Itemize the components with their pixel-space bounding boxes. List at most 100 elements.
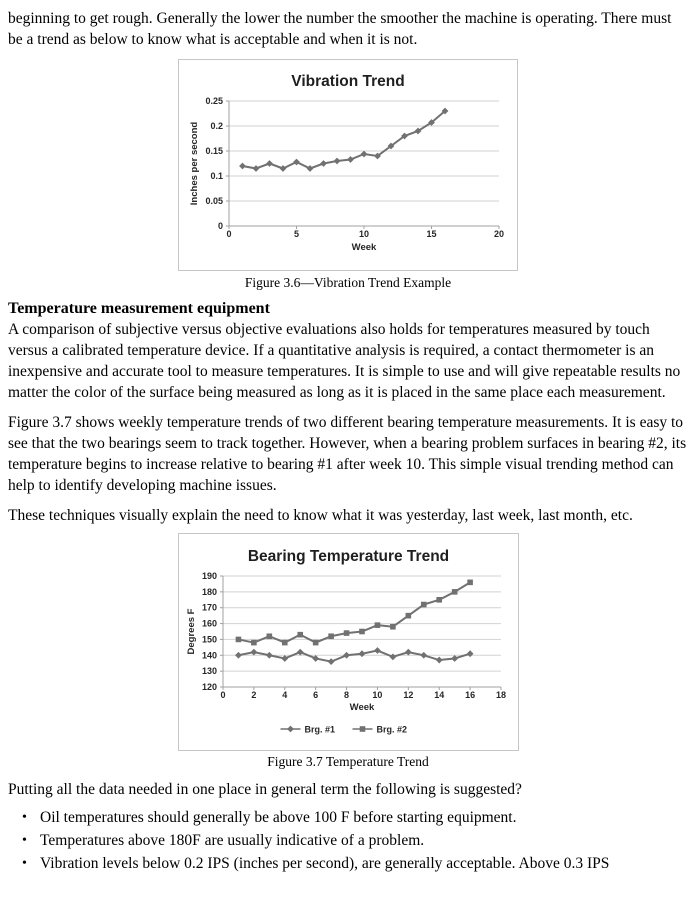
y-tick-label: 170 <box>201 603 216 613</box>
x-tick-label: 5 <box>294 229 299 239</box>
diamond-marker <box>333 157 341 165</box>
y-axis-title: Inches per second <box>189 122 200 206</box>
x-tick-label: 20 <box>494 229 504 239</box>
diamond-marker <box>286 725 294 733</box>
x-tick-label: 0 <box>226 229 231 239</box>
diamond-marker <box>234 651 242 659</box>
x-tick-label: 4 <box>282 690 287 700</box>
y-tick-label: 190 <box>201 571 216 581</box>
y-axis-title: Degrees F <box>186 608 197 654</box>
x-tick-label: 16 <box>465 690 475 700</box>
series-line-1 <box>237 581 471 644</box>
list-item: Oil temperatures should generally be abo… <box>8 806 688 829</box>
intro-paragraph: beginning to get rough. Generally the lo… <box>8 10 672 48</box>
temperature-section-heading: Temperature measurement equipment <box>8 300 270 317</box>
diamond-marker <box>373 647 381 654</box>
square-marker <box>235 636 241 643</box>
diamond-marker <box>266 160 273 167</box>
diamond-marker <box>279 165 287 172</box>
y-tick-label: 140 <box>201 650 216 660</box>
y-tick-label: 0.15 <box>205 146 223 156</box>
square-marker <box>435 596 442 603</box>
legend-label: Brg. #2 <box>376 725 407 735</box>
square-marker <box>312 639 318 646</box>
chart-title: Bearing Temperature Trend <box>247 548 448 565</box>
x-tick-label: 14 <box>434 690 444 700</box>
square-marker <box>327 633 334 640</box>
y-tick-label: 160 <box>201 619 216 629</box>
diamond-marker <box>360 150 368 158</box>
diamond-marker <box>252 165 260 172</box>
square-marker <box>389 623 396 630</box>
diamond-marker <box>296 648 304 656</box>
bearing-temperature-figure: Bearing Temperature Trend 120 130 140 150 160… <box>177 533 519 751</box>
x-tick-label: 6 <box>313 690 318 700</box>
diamond-marker <box>450 655 458 662</box>
diamond-marker <box>249 648 257 656</box>
x-tick-label: 0 <box>220 690 225 700</box>
square-marker <box>358 628 365 635</box>
figure-3-6-caption: Figure 3.6—Vibration Trend Example <box>244 275 452 290</box>
diamond-marker <box>306 165 314 172</box>
diamond-marker <box>358 650 365 658</box>
suggested-paragraph: Putting all the data needed in one place… <box>8 781 522 798</box>
document-page: beginning to get rough. Generally the lo… <box>8 8 688 875</box>
diamond-marker <box>404 648 412 656</box>
y-tick-label: 130 <box>201 666 216 676</box>
legend-label: Brg. #1 <box>304 725 335 735</box>
square-marker <box>405 612 411 619</box>
y-tick-label: 0 <box>218 221 223 231</box>
diamond-marker <box>320 160 327 167</box>
x-tick-label: 10 <box>372 690 382 700</box>
chart-title: Vibration Trend <box>291 73 404 90</box>
diamond-marker <box>347 156 354 163</box>
square-marker <box>374 622 380 628</box>
square-marker <box>250 639 257 646</box>
list-item: Temperatures above 180F are usually indi… <box>8 829 688 852</box>
x-tick-label: 15 <box>426 229 436 239</box>
vibration-trend-figure: Vibration Trend 0 0.05 0.1 0.15 0.2 0.25 0 5 10 15… <box>178 59 518 271</box>
diamond-marker <box>435 656 443 664</box>
y-tick-label: 150 <box>201 634 216 644</box>
vibration-trend-chart: Vibration Trend 0 0.05 0.1 0.15 0.2 0.25 0 5 10 15… <box>189 73 504 253</box>
diamond-marker <box>342 651 350 659</box>
series-line-0 <box>242 110 446 170</box>
square-marker <box>466 579 473 586</box>
suggestion-list: Oil temperatures should generally be abo… <box>8 806 688 875</box>
y-tick-label: 0.2 <box>210 121 223 131</box>
list-item: Vibration levels below 0.2 IPS (inches p… <box>8 852 688 875</box>
diamond-marker <box>327 658 335 666</box>
x-tick-label: 18 <box>495 690 505 700</box>
diamond-marker <box>239 162 246 170</box>
figure37-paragraph: Figure 3.7 shows weekly temperature tren… <box>8 414 687 494</box>
diamond-marker <box>265 651 273 659</box>
y-tick-label: 0.1 <box>210 171 223 181</box>
diamond-marker <box>293 158 300 166</box>
square-marker <box>281 639 288 646</box>
diamond-marker <box>441 107 449 115</box>
x-tick-label: 8 <box>344 690 349 700</box>
diamond-marker <box>311 655 319 662</box>
x-tick-label: 12 <box>403 690 413 700</box>
figure-3-7-caption: Figure 3.7 Temperature Trend <box>267 754 429 769</box>
square-marker <box>420 601 427 608</box>
y-tick-label: 0.05 <box>205 196 223 206</box>
diamond-marker <box>388 653 396 661</box>
y-tick-label: 120 <box>201 682 216 692</box>
square-marker <box>343 630 349 636</box>
square-marker <box>266 633 272 640</box>
y-tick-label: 0.25 <box>205 96 223 106</box>
x-axis-title: Week <box>349 702 374 713</box>
diamond-marker <box>280 655 288 662</box>
temperature-paragraph: A comparison of subjective versus object… <box>8 321 681 401</box>
bearing-temperature-chart: Bearing Temperature Trend120130140150160… <box>186 548 506 735</box>
series-line-0 <box>237 649 470 663</box>
diamond-marker <box>466 650 474 658</box>
x-tick-label: 10 <box>359 229 369 239</box>
square-marker <box>359 726 365 732</box>
square-marker <box>296 631 303 638</box>
diamond-marker <box>419 651 427 659</box>
techniques-paragraph: These techniques visually explain the ne… <box>8 507 633 524</box>
x-axis-title: Week <box>352 242 377 253</box>
square-marker <box>451 589 457 595</box>
